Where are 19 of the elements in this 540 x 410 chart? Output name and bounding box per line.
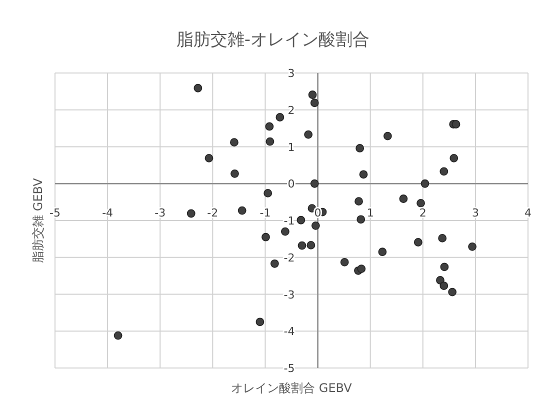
y-tick-label: 2	[288, 104, 295, 117]
y-tick-label: -2	[284, 251, 295, 264]
x-tick-label: -5	[50, 206, 60, 220]
x-tick-label: -4	[102, 206, 114, 220]
x-tick-label: -1	[260, 206, 271, 220]
chart-title: 脂肪交雑-オレイン酸割合	[176, 30, 370, 50]
y-tick-label: 3	[288, 67, 295, 80]
y-tick-label: -4	[284, 325, 295, 338]
y-tick-label: -5	[284, 362, 295, 375]
x-tick-label: 2	[419, 206, 426, 220]
x-tick-label: -3	[154, 206, 166, 220]
y-axis-title: 脂肪交雑 GEBV	[31, 177, 45, 263]
x-tick-label: 3	[472, 206, 479, 220]
y-tick-label: -3	[284, 288, 295, 302]
x-tick-label: 1	[366, 206, 374, 220]
y-tick-label: 1	[288, 140, 295, 154]
x-tick-label: -2	[207, 206, 218, 220]
x-tick-label: 4	[524, 206, 532, 220]
x-axis-title: オレイン酸割合 GEBV	[231, 381, 353, 395]
